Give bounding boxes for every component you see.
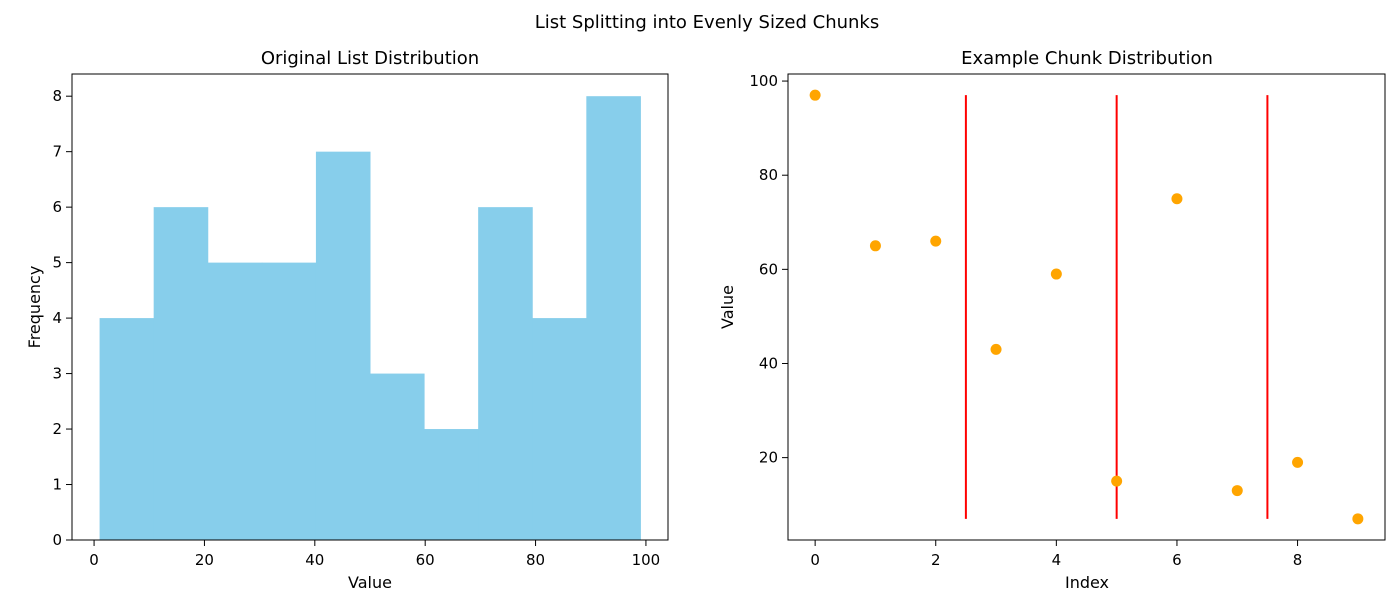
histogram-bar bbox=[478, 207, 533, 540]
scatter-point bbox=[1050, 268, 1062, 280]
histogram-axes-frame bbox=[71, 73, 669, 541]
scatter-x-tick-label: 6 bbox=[1172, 551, 1182, 569]
scatter-x-tick-label: 4 bbox=[1052, 551, 1062, 569]
histogram-y-tick-label: 1 bbox=[52, 476, 62, 494]
histogram-x-tick-label: 80 bbox=[526, 551, 545, 569]
scatter-x-tick-label: 8 bbox=[1293, 551, 1303, 569]
scatter-x-tick-label: 0 bbox=[810, 551, 820, 569]
scatter-title: Example Chunk Distribution bbox=[961, 48, 1213, 69]
histogram-bar bbox=[532, 318, 587, 540]
scatter-points bbox=[809, 89, 1364, 525]
histogram-x-tick-label: 100 bbox=[632, 551, 661, 569]
scatter-point bbox=[869, 240, 881, 252]
histogram-bar bbox=[99, 318, 155, 540]
histogram-bar bbox=[261, 262, 317, 540]
scatter-y-tick-label: 60 bbox=[759, 260, 778, 278]
histogram-chart: Original List Distribution 0 20 40 60 80 100 … bbox=[25, 48, 669, 592]
scatter-y-tick-label: 40 bbox=[759, 354, 778, 372]
histogram-bar bbox=[424, 429, 479, 540]
chunk-boundary-lines bbox=[964, 95, 1269, 519]
scatter-point bbox=[1231, 485, 1243, 497]
scatter-point bbox=[930, 235, 942, 247]
scatter-point bbox=[1171, 193, 1183, 205]
histogram-bar bbox=[153, 207, 209, 540]
scatter-x-ticks: 0 2 4 6 8 bbox=[810, 540, 1302, 569]
histogram-x-tick-label: 0 bbox=[89, 551, 99, 569]
histogram-x-tick-label: 60 bbox=[416, 551, 435, 569]
histogram-y-tick-label: 2 bbox=[52, 420, 62, 438]
scatter-point bbox=[1352, 513, 1364, 525]
scatter-y-tick-label: 100 bbox=[749, 72, 778, 90]
histogram-bar bbox=[207, 262, 263, 540]
scatter-axes-frame bbox=[787, 73, 1386, 541]
histogram-bar bbox=[315, 151, 371, 540]
scatter-point bbox=[1292, 456, 1304, 468]
scatter-point bbox=[1111, 475, 1123, 487]
histogram-y-tick-label: 8 bbox=[52, 87, 62, 105]
histogram-y-tick-label: 0 bbox=[52, 531, 62, 549]
histogram-y-tick-label: 3 bbox=[52, 365, 62, 383]
scatter-y-tick-label: 20 bbox=[759, 449, 778, 467]
scatter-chart: Example Chunk Distribution 0 2 4 6 8 20 40 60 8… bbox=[718, 48, 1386, 592]
scatter-x-axis-label: Index bbox=[1065, 573, 1109, 592]
histogram-title: Original List Distribution bbox=[261, 48, 479, 69]
histogram-y-ticks: 0 1 2 3 4 5 6 7 8 bbox=[52, 87, 72, 549]
histogram-x-tick-label: 40 bbox=[305, 551, 324, 569]
histogram-x-axis-label: Value bbox=[348, 573, 392, 592]
figure-suptitle: List Splitting into Evenly Sized Chunks bbox=[535, 12, 880, 33]
scatter-y-axis-label: Value bbox=[718, 285, 737, 329]
histogram-bar bbox=[370, 373, 425, 540]
histogram-bars bbox=[99, 96, 641, 540]
scatter-point bbox=[809, 89, 821, 101]
scatter-y-ticks: 20 40 60 80 100 bbox=[749, 72, 788, 467]
histogram-y-tick-label: 4 bbox=[52, 309, 62, 327]
histogram-bar bbox=[586, 96, 641, 540]
histogram-x-ticks: 0 20 40 60 80 100 bbox=[89, 540, 660, 569]
histogram-x-tick-label: 20 bbox=[195, 551, 214, 569]
histogram-y-axis-label: Frequency bbox=[25, 266, 44, 349]
histogram-y-tick-label: 5 bbox=[52, 254, 62, 272]
scatter-x-tick-label: 2 bbox=[931, 551, 941, 569]
scatter-y-tick-label: 80 bbox=[759, 166, 778, 184]
histogram-y-tick-label: 6 bbox=[52, 198, 62, 216]
scatter-point bbox=[990, 343, 1002, 355]
histogram-y-tick-label: 7 bbox=[52, 143, 62, 161]
